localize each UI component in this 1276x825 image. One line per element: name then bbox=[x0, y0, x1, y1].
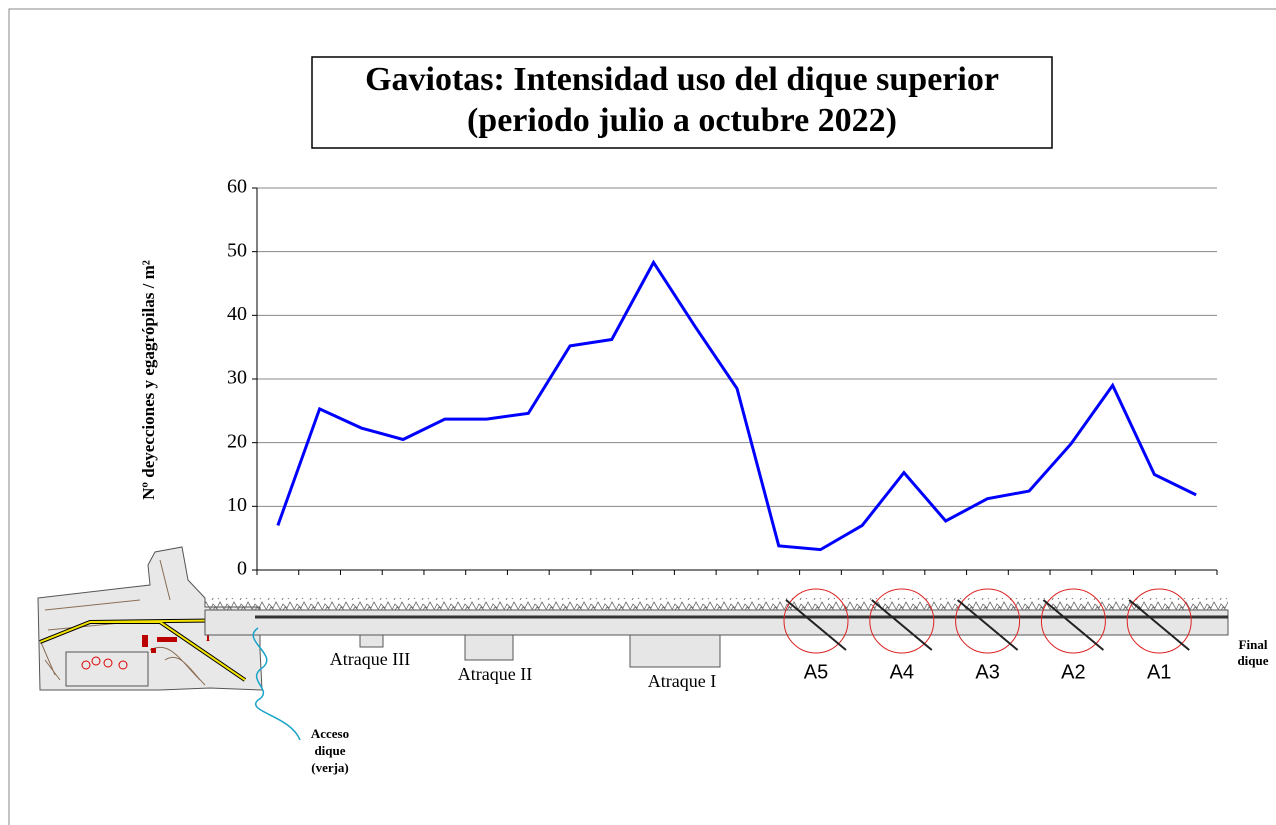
zone-label: A4 bbox=[890, 661, 914, 683]
zone-pipe bbox=[1128, 599, 1190, 651]
access-arrow bbox=[252, 627, 301, 741]
end-label: dique bbox=[1237, 653, 1268, 668]
access-label: Acceso bbox=[311, 726, 349, 741]
zone-pipe bbox=[785, 599, 847, 651]
breakwater-rocks bbox=[205, 598, 1228, 610]
zone-circle bbox=[783, 588, 849, 654]
berth-shape bbox=[359, 634, 384, 648]
zone-label: A5 bbox=[804, 661, 828, 683]
zone-circle bbox=[869, 588, 935, 654]
dock bbox=[204, 609, 1229, 636]
berth-label: Atraque III bbox=[330, 649, 410, 669]
frame bbox=[8, 8, 1276, 825]
building bbox=[65, 651, 149, 687]
zone-label: A3 bbox=[975, 661, 999, 683]
zone-pipe bbox=[871, 599, 933, 651]
title-box bbox=[311, 56, 1053, 149]
zone-circle bbox=[1040, 588, 1106, 654]
y-axis-label: Nº deyecciones y egagrópilas / m² bbox=[139, 260, 158, 500]
chart-title: Gaviotas: Intensidad uso del dique super… bbox=[365, 61, 999, 98]
red-marks bbox=[142, 635, 177, 653]
chart-subtitle: (periodo julio a octubre 2022) bbox=[467, 102, 897, 139]
info-mark: i bbox=[206, 630, 210, 645]
y-tick-label: 30 bbox=[227, 367, 247, 389]
y-tick-label: 50 bbox=[227, 239, 247, 261]
zone-pipe bbox=[1042, 599, 1105, 651]
zone-label: A2 bbox=[1061, 661, 1085, 683]
zone-circle bbox=[1126, 588, 1192, 654]
contours bbox=[39, 559, 206, 686]
berth-shape bbox=[629, 634, 721, 668]
end-label: Final bbox=[1239, 637, 1268, 652]
tanks bbox=[81, 656, 128, 670]
berth-shape bbox=[464, 634, 514, 661]
berth-label: Atraque II bbox=[458, 664, 532, 684]
zone-circle bbox=[955, 588, 1021, 654]
y-tick-label: 60 bbox=[227, 176, 247, 198]
y-tick-label: 40 bbox=[227, 303, 247, 325]
y-tick-label: 10 bbox=[227, 494, 247, 516]
zone-label: A1 bbox=[1147, 661, 1171, 683]
berth-label: Atraque I bbox=[648, 671, 716, 691]
data-line bbox=[276, 259, 1197, 552]
y-tick-label: 20 bbox=[227, 430, 247, 452]
zone-pipe bbox=[956, 599, 1019, 651]
y-tick-label: 0 bbox=[237, 558, 247, 580]
access-label: (verja) bbox=[311, 760, 349, 775]
access-label: dique bbox=[314, 743, 345, 758]
